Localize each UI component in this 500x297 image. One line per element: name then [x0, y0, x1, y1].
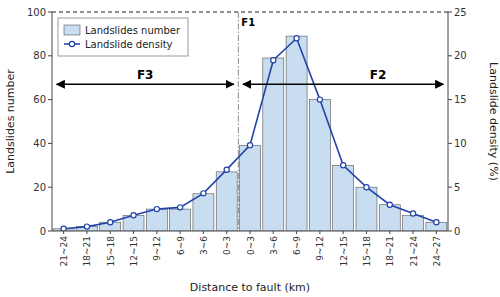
legend-label: Landslide density [85, 39, 173, 50]
bar [193, 194, 214, 231]
y-tick-label: 0 [40, 226, 46, 237]
chart: 0 20 40 60 80 100 0 5 10 15 20 25 21~24 18~21 15~18 12~… [0, 0, 500, 297]
y2-tick-label: 20 [454, 50, 467, 61]
y-tick-label: 60 [33, 94, 46, 105]
point [224, 167, 229, 172]
point [317, 97, 322, 102]
point [178, 205, 183, 210]
y2-tick-label: 25 [454, 7, 467, 18]
point [294, 36, 299, 41]
x-tick-label: 12~15 [339, 236, 349, 266]
y-tick [48, 231, 52, 232]
point [131, 213, 136, 218]
point [108, 220, 113, 225]
annotation: F2 [370, 68, 387, 82]
x-tick-label: 21~24 [59, 236, 69, 267]
y2-tick [448, 187, 452, 188]
y-tick-label: 20 [33, 182, 46, 193]
x-tick-label: 21~24 [409, 236, 419, 267]
y2-axis-label: Landslide density (%) [487, 62, 500, 181]
legend-label: Landslides number [85, 25, 181, 36]
y-tick-label: 40 [33, 138, 46, 149]
x-tick-label: 3~6 [199, 236, 209, 255]
range-arrow [57, 84, 234, 85]
plot-area [53, 36, 447, 231]
y2-tick-label: 15 [454, 94, 467, 105]
bar [146, 209, 167, 231]
legend-swatch [64, 25, 80, 35]
y2-tick [448, 99, 452, 100]
x-tick-label: 6~9 [292, 236, 302, 255]
y-tick [48, 187, 52, 188]
bar [216, 172, 237, 231]
x-tick-label: 6~9 [176, 236, 186, 255]
x-axis-line [52, 231, 448, 232]
y2-tick [448, 55, 452, 56]
bar [403, 216, 424, 231]
bar [379, 205, 400, 231]
line [64, 38, 437, 229]
bar [333, 165, 354, 231]
point [387, 202, 392, 207]
y-tick [48, 55, 52, 56]
y2-tick-label: 0 [454, 226, 460, 237]
point [154, 207, 159, 212]
y-tick-label: 100 [27, 7, 46, 18]
x-tick-label: 9~12 [315, 236, 325, 261]
y-tick-label: 80 [33, 50, 46, 61]
legend-box [58, 18, 188, 56]
x-tick-label: 15~18 [106, 236, 116, 267]
x-tick-label: 0~3 [246, 236, 256, 255]
x-tick-label: 18~21 [82, 236, 92, 266]
legend: Landslides number Landslide density [58, 18, 188, 56]
bar [356, 187, 377, 231]
fault-line [238, 12, 239, 231]
legend-marker [69, 41, 74, 46]
x-tick-label: 12~15 [129, 236, 139, 266]
y-tick [48, 99, 52, 100]
y2-tick-label: 10 [454, 138, 467, 149]
x-tick-label: 15~18 [362, 236, 372, 267]
point [84, 224, 89, 229]
bar [240, 146, 261, 231]
point [341, 163, 346, 168]
y2-tick [448, 143, 452, 144]
point [364, 185, 369, 190]
x-tick-label: 18~21 [385, 236, 395, 266]
y2-tick [448, 12, 452, 13]
point [410, 211, 415, 216]
point [201, 191, 206, 196]
x-tick-label: 24~27 [432, 236, 442, 266]
y2-tick [448, 231, 452, 232]
range-arrow [243, 84, 443, 85]
y-tick [48, 12, 52, 13]
point [271, 58, 276, 63]
bar [286, 36, 307, 231]
point [434, 220, 439, 225]
point [61, 226, 66, 231]
x-tick-label: 0~3 [222, 236, 232, 255]
y2-axis-line [448, 12, 449, 231]
x-axis-label: Distance to fault (km) [190, 281, 310, 294]
top-dashed-line [52, 12, 448, 13]
x-tick-label: 9~12 [152, 236, 162, 261]
y2-tick-label: 5 [454, 182, 460, 193]
x-tick-label: 3~6 [269, 236, 279, 255]
annotation: F1 [241, 17, 255, 28]
annotation: F3 [137, 68, 154, 82]
y-axis-line [52, 12, 53, 231]
point [247, 143, 252, 148]
bar [170, 209, 191, 231]
y-tick [48, 143, 52, 144]
y-axis-label: Landslides number [4, 69, 17, 174]
